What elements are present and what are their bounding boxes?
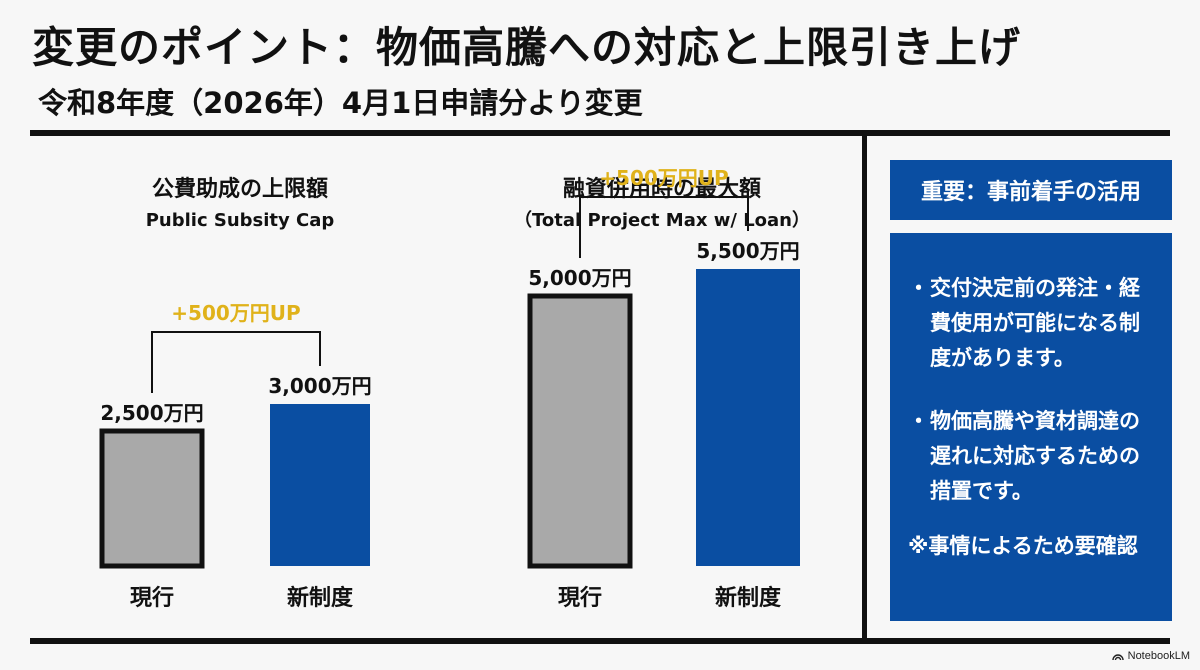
bullet-marker: ・ [908,409,929,433]
increase-bracket [151,331,321,393]
bar-value-label: 3,000万円 [268,374,371,398]
bottom-divider [30,638,1170,644]
sidebar-note: ※事情によるため要確認 [908,534,1138,558]
increase-label: +500万円UP [599,166,728,190]
bullet-text: 物価高騰や資材調達の遅れに対応するための措置です。 [930,409,1140,503]
category-label: 現行 [130,585,174,611]
bar-value-label: 2,500万円 [100,401,203,425]
increase-label: +500万円UP [171,301,300,325]
page-subtitle: 令和8年度（2026年）4月1日申請分より変更 [38,86,643,120]
bar [696,269,800,566]
logo-text: NotebookLM [1127,650,1190,662]
sidebar-heading: 重要：事前着手の活用 [890,160,1172,220]
bar [527,293,633,569]
sidebar-bullet: ・ 物価高騰や資材調達の遅れに対応するための措置です。 [908,404,1154,509]
category-label: 新制度 [287,585,354,611]
sidebar-bullet: ・ 交付決定前の発注・経費使用が可能になる制度があります。 [908,271,1154,376]
bullet-text: 交付決定前の発注・経費使用が可能になる制度があります。 [930,276,1140,370]
top-divider [30,130,1170,136]
bar-value-label: 5,500万円 [696,239,799,263]
vertical-divider [862,136,867,638]
notebooklm-icon [1111,654,1124,661]
chart-subtitle: （Total Project Max w/ Loan） [514,210,810,231]
category-label: 現行 [558,585,602,611]
bar [99,428,205,569]
page-title: 変更のポイント：物価高騰への対応と上限引き上げ [32,23,1022,72]
notebooklm-logo: NotebookLM [1111,650,1190,662]
sidebar-panel: ・ 交付決定前の発注・経費使用が可能になる制度があります。 ・ 物価高騰や資材調… [890,233,1172,621]
chart-subtitle: Public Subsity Cap [146,210,335,231]
category-label: 新制度 [715,585,782,611]
increase-bracket [579,196,749,258]
bar [270,404,370,566]
bullet-marker: ・ [908,276,929,300]
bar-value-label: 5,000万円 [528,266,631,290]
chart-title: 公費助成の上限額 [152,176,328,202]
